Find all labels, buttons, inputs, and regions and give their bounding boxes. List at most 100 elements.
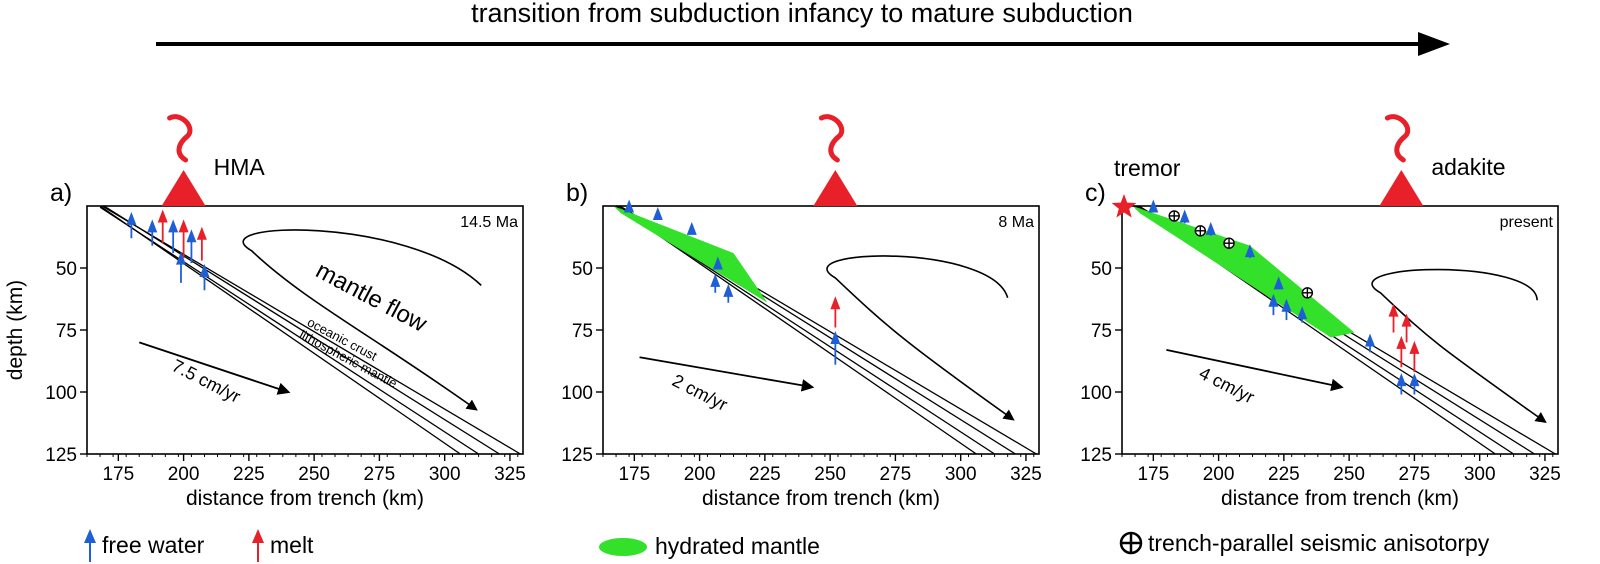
volcano-icon [1379, 170, 1424, 206]
x-tick-label: 325 [494, 464, 526, 485]
panel-age: present [1500, 214, 1554, 231]
x-tick-label: 250 [1333, 464, 1365, 485]
free-water-arrow [710, 273, 721, 293]
slab-line [99, 206, 461, 454]
volcano-icon [161, 170, 206, 206]
plate-rate-arrow [138, 341, 291, 395]
free-water-arrow [1205, 221, 1216, 236]
melt-arrow [178, 219, 189, 259]
plate-rate-label: 7.5 cm/yr [169, 355, 244, 406]
x-tick-label: 250 [814, 464, 846, 485]
x-tick-label: 200 [168, 464, 200, 485]
legend-anisotropy: trench-parallel seismic anisotorpy [1119, 530, 1490, 556]
volcano-label: adakite [1431, 154, 1505, 180]
y-tick-label: 100 [1080, 383, 1112, 404]
slab-lines [99, 206, 521, 454]
free-water-arrow [1148, 199, 1159, 213]
free-water-arrow [723, 283, 734, 303]
x-axis-label: distance from trench (km) [1221, 487, 1459, 510]
plate-rate-label: 4 cm/yr [1196, 363, 1258, 408]
y-tick-label: 75 [572, 321, 593, 342]
melt-arrow [1396, 335, 1407, 368]
panel-letter: a) [50, 179, 72, 207]
legend-melt-label: melt [270, 532, 314, 558]
slab-line [102, 206, 500, 454]
panel-b: 2 cm/yr 175 200 225 250 275 300 325 50 75 100 125 di… [561, 114, 1042, 510]
y-tick-label: 100 [45, 383, 77, 404]
x-tick-label: 200 [1203, 464, 1235, 485]
legend: free water melt hydrated mantle trench-p… [84, 529, 1490, 562]
melt-arrow [1388, 303, 1399, 333]
free-water-arrow [1297, 306, 1308, 323]
magma-squiggle-icon [1384, 114, 1411, 163]
x-tick-label: 300 [429, 464, 461, 485]
anisotropy-circle-plus-icon [1301, 287, 1314, 299]
x-tick-label: 175 [618, 464, 650, 485]
x-tick-label: 275 [880, 464, 912, 485]
melt-arrow-icon [252, 529, 264, 543]
free-water-arrow [830, 330, 841, 365]
free-water-arrow [168, 219, 179, 254]
mantle-flow-line [826, 255, 1015, 421]
anisotropy-circle-plus-icon [1119, 531, 1143, 555]
free-water-arrow-icon [84, 529, 96, 543]
plate-rate-arrow [1166, 348, 1344, 392]
x-tick-label: 325 [1529, 464, 1561, 485]
anisotropy-circle-plus-icon [1194, 225, 1207, 237]
hydrated-mantle-swatch [599, 538, 647, 556]
panel-a: 7.5 cm/yr 175 200 225 250 275 300 325 50 75 100 125… [45, 114, 526, 510]
slab-line [100, 206, 521, 454]
hydrated-mantle-zone [1132, 206, 1355, 338]
tremor-star-icon [1111, 194, 1137, 218]
legend-free-water-label: free water [102, 532, 205, 558]
x-tick-label: 275 [364, 464, 396, 485]
y-tick-label: 100 [561, 383, 593, 404]
x-tick-label: 225 [233, 464, 265, 485]
free-water-arrow [186, 229, 197, 264]
x-tick-label: 175 [102, 464, 134, 485]
x-tick-label: 275 [1399, 464, 1431, 485]
free-water-arrow [1396, 373, 1407, 395]
x-tick-label: 300 [945, 464, 977, 485]
melt-arrow [196, 226, 207, 261]
volcano-icon [813, 170, 858, 206]
x-axis-label: distance from trench (km) [702, 487, 940, 510]
free-water-arrow [1281, 298, 1292, 321]
transition-arrow [156, 32, 1450, 56]
mantle-flow-line [1371, 268, 1547, 424]
magma-squiggle-icon [167, 114, 193, 163]
x-tick-label: 225 [1268, 464, 1300, 485]
free-water-arrow [1273, 276, 1284, 290]
free-water-arrow [1409, 373, 1420, 395]
anisotropy-circle-plus-icon [1168, 210, 1180, 222]
free-water-arrow [175, 251, 186, 283]
free-water-arrow [686, 221, 697, 235]
melt-arrow [157, 209, 168, 244]
y-tick-label: 75 [56, 321, 77, 342]
x-tick-label: 300 [1464, 464, 1496, 485]
free-water-arrow [712, 256, 723, 270]
panel-letter: b) [566, 179, 588, 207]
free-water-arrow [199, 264, 210, 291]
melt-arrow [1401, 313, 1412, 343]
free-water-arrow [1244, 244, 1255, 259]
anisotropy-circle-plus-icon [1223, 237, 1235, 249]
legend-anisotropy-label: trench-parallel seismic anisotorpy [1148, 530, 1490, 556]
y-axis-label: depth (km) [4, 280, 27, 380]
x-axis-label: distance from trench (km) [186, 487, 424, 510]
free-water-arrow [1179, 209, 1190, 224]
y-tick-label: 125 [45, 445, 77, 466]
free-water-arrow [1268, 293, 1279, 316]
panel-letter: c) [1085, 179, 1106, 207]
y-tick-label: 50 [572, 259, 593, 280]
free-water-arrow [624, 199, 635, 213]
y-tick-label: 125 [1080, 445, 1112, 466]
slab-line [99, 206, 479, 454]
plate-rate-label: 2 cm/yr [669, 370, 731, 415]
x-tick-label: 325 [1010, 464, 1042, 485]
hydrated-mantle-zone [613, 206, 768, 303]
panel-age: 8 Ma [998, 214, 1034, 231]
legend-hydrated-mantle: hydrated mantle [599, 533, 820, 559]
x-tick-label: 225 [749, 464, 781, 485]
